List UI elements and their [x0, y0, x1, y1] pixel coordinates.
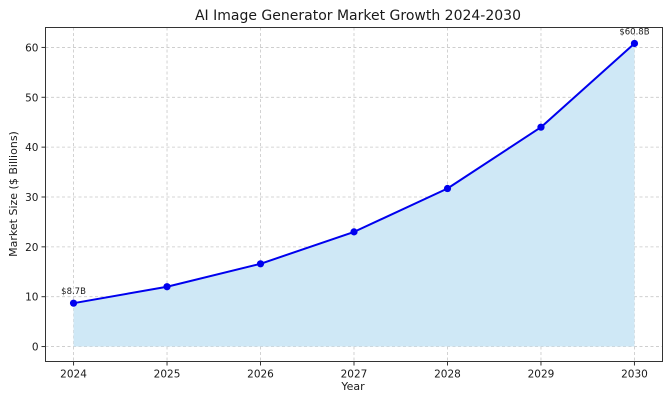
x-tick-label: 2024: [60, 369, 87, 381]
data-point-marker: [69, 299, 78, 307]
data-markers: [69, 39, 639, 307]
x-tick-label: 2029: [528, 369, 555, 381]
data-point-marker: [630, 39, 639, 48]
area-fill: [73, 43, 635, 347]
data-point-marker: [256, 260, 265, 268]
y-tick-label: 0: [32, 342, 39, 354]
y-axis-ticks: 0 10 20 30 40 50 60: [25, 42, 46, 354]
y-tick-label: 30: [25, 192, 38, 204]
x-tick-label: 2026: [247, 369, 274, 381]
y-tick-label: 50: [25, 92, 38, 104]
x-axis-label: Year: [340, 380, 365, 393]
x-tick-label: 2027: [341, 369, 368, 381]
chart-title: AI Image Generator Market Growth 2024-20…: [195, 8, 521, 24]
x-axis-ticks: 2024 2025 2026 2027 2028 2029 2030: [60, 361, 648, 381]
x-tick-label: 2025: [154, 369, 181, 381]
y-tick-label: 20: [25, 242, 38, 254]
data-point-marker: [350, 228, 358, 236]
data-point-marker: [443, 184, 452, 193]
data-label: $8.7B: [61, 287, 86, 297]
data-point-marker: [537, 123, 545, 131]
y-axis-label: Market Size ($ Billions): [7, 131, 20, 257]
data-point-marker: [163, 283, 171, 291]
x-tick-label: 2030: [621, 369, 648, 381]
y-tick-label: 60: [25, 42, 38, 54]
area-fill-path: [73, 43, 635, 347]
y-tick-label: 10: [25, 292, 38, 304]
data-annotations: $8.7B $60.8B: [61, 27, 650, 297]
x-tick-label: 2028: [434, 369, 461, 381]
data-label: $60.8B: [619, 27, 649, 37]
y-tick-label: 40: [25, 142, 38, 154]
